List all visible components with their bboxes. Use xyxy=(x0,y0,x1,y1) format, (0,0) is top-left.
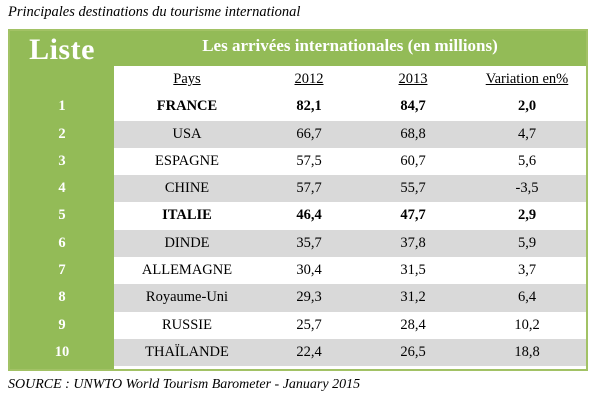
country-cell: THAÏLANDE xyxy=(145,343,229,360)
value-2013-cell: 68,8 xyxy=(400,125,426,142)
value-2012-cell: 25,7 xyxy=(296,316,322,333)
value-2012-cell: 46,4 xyxy=(296,207,322,224)
value-2012-cell: 66,7 xyxy=(296,125,322,142)
rank-cell: 9 xyxy=(58,316,66,333)
country-cell: USA xyxy=(172,125,202,142)
column-header-2013: 2013 xyxy=(398,71,428,87)
rank-cell: 8 xyxy=(58,289,66,306)
rank-cell: 1 xyxy=(58,98,66,115)
table-row: 9 RUSSIE 25,7 28,4 10,2 xyxy=(10,311,586,339)
rank-cell: 4 xyxy=(58,180,66,197)
table-body: Pays 2012 2013 Variation en% 1 FRANCE 82,1… xyxy=(10,66,586,367)
variation-cell: 10,2 xyxy=(514,316,540,333)
table-caption: Principales destinations du tourisme int… xyxy=(8,4,301,20)
variation-cell: 3,7 xyxy=(517,262,537,279)
table-row: 7 ALLEMAGNE 30,4 31,5 3,7 xyxy=(10,257,586,285)
value-2013-cell: 55,7 xyxy=(400,180,426,197)
country-cell: FRANCE xyxy=(156,98,218,115)
variation-cell: 6,4 xyxy=(517,289,537,306)
rank-cell: 7 xyxy=(58,262,66,279)
table-row: 4 CHINE 57,7 55,7 -3,5 xyxy=(10,175,586,203)
value-2013-cell: 28,4 xyxy=(400,316,426,333)
value-2013-cell: 47,7 xyxy=(400,207,426,224)
table-row: 2 USA 66,7 68,8 4,7 xyxy=(10,120,586,148)
value-2013-cell: 31,2 xyxy=(400,289,426,306)
table-row: 6 DINDE 35,7 37,8 5,9 xyxy=(10,229,586,258)
rank-cell: 6 xyxy=(58,234,66,251)
value-2012-cell: 57,7 xyxy=(296,180,322,197)
rank-cell: 3 xyxy=(58,152,66,169)
column-header-row: Pays 2012 2013 Variation en% xyxy=(10,66,586,94)
source-note: SOURCE : UNWTO World Tourism Barometer -… xyxy=(8,377,361,392)
country-cell: RUSSIE xyxy=(162,316,212,333)
tourism-table: Liste Les arrivées internationales (en m… xyxy=(8,29,588,371)
value-2013-cell: 37,8 xyxy=(400,234,426,251)
column-header-pays: Pays xyxy=(173,71,201,87)
rank-cell: 5 xyxy=(58,207,66,224)
value-2012-cell: 29,3 xyxy=(296,289,322,306)
value-2013-cell: 31,5 xyxy=(400,262,426,279)
rank-cell: 10 xyxy=(54,343,70,360)
country-cell: ESPAGNE xyxy=(155,152,219,169)
variation-cell: 2,9 xyxy=(517,207,537,224)
arrivals-header: Les arrivées internationales (en million… xyxy=(202,36,498,55)
rank-cell: 2 xyxy=(58,125,66,142)
table-row: 5 ITALIE 46,4 47,7 2,9 xyxy=(10,202,586,230)
variation-cell: 5,9 xyxy=(517,234,537,251)
variation-cell: -3,5 xyxy=(515,180,539,197)
country-cell: ALLEMAGNE xyxy=(141,262,233,279)
value-2012-cell: 57,5 xyxy=(296,152,322,169)
value-2012-cell: 82,1 xyxy=(296,98,322,115)
variation-cell: 18,8 xyxy=(514,343,540,360)
table-row: 3 ESPAGNE 57,5 60,7 5,6 xyxy=(10,147,586,176)
variation-cell: 4,7 xyxy=(517,125,537,142)
value-2013-cell: 26,5 xyxy=(400,343,426,360)
value-2013-cell: 84,7 xyxy=(400,98,426,115)
liste-header: Liste xyxy=(29,33,95,66)
variation-cell: 2,0 xyxy=(517,98,537,115)
column-header-2012: 2012 xyxy=(294,71,324,87)
table-row: 1 FRANCE 82,1 84,7 2,0 xyxy=(10,93,586,121)
country-cell: ITALIE xyxy=(162,207,212,224)
arrivals-header-band xyxy=(114,31,586,66)
value-2012-cell: 35,7 xyxy=(296,234,322,251)
value-2012-cell: 30,4 xyxy=(296,262,322,279)
value-2012-cell: 22,4 xyxy=(296,343,322,360)
variation-cell: 5,6 xyxy=(517,152,537,169)
country-cell: DINDE xyxy=(164,234,210,251)
country-cell: Royaume-Uni xyxy=(145,289,229,306)
table-row: 10 THAÏLANDE 22,4 26,5 18,8 xyxy=(10,338,586,367)
country-cell: CHINE xyxy=(164,180,210,197)
table-row: 8 Royaume-Uni 29,3 31,2 6,4 xyxy=(10,284,586,312)
value-2013-cell: 60,7 xyxy=(400,152,426,169)
column-header-variation: Variation en% xyxy=(485,71,569,87)
rank-column-background xyxy=(10,31,114,369)
